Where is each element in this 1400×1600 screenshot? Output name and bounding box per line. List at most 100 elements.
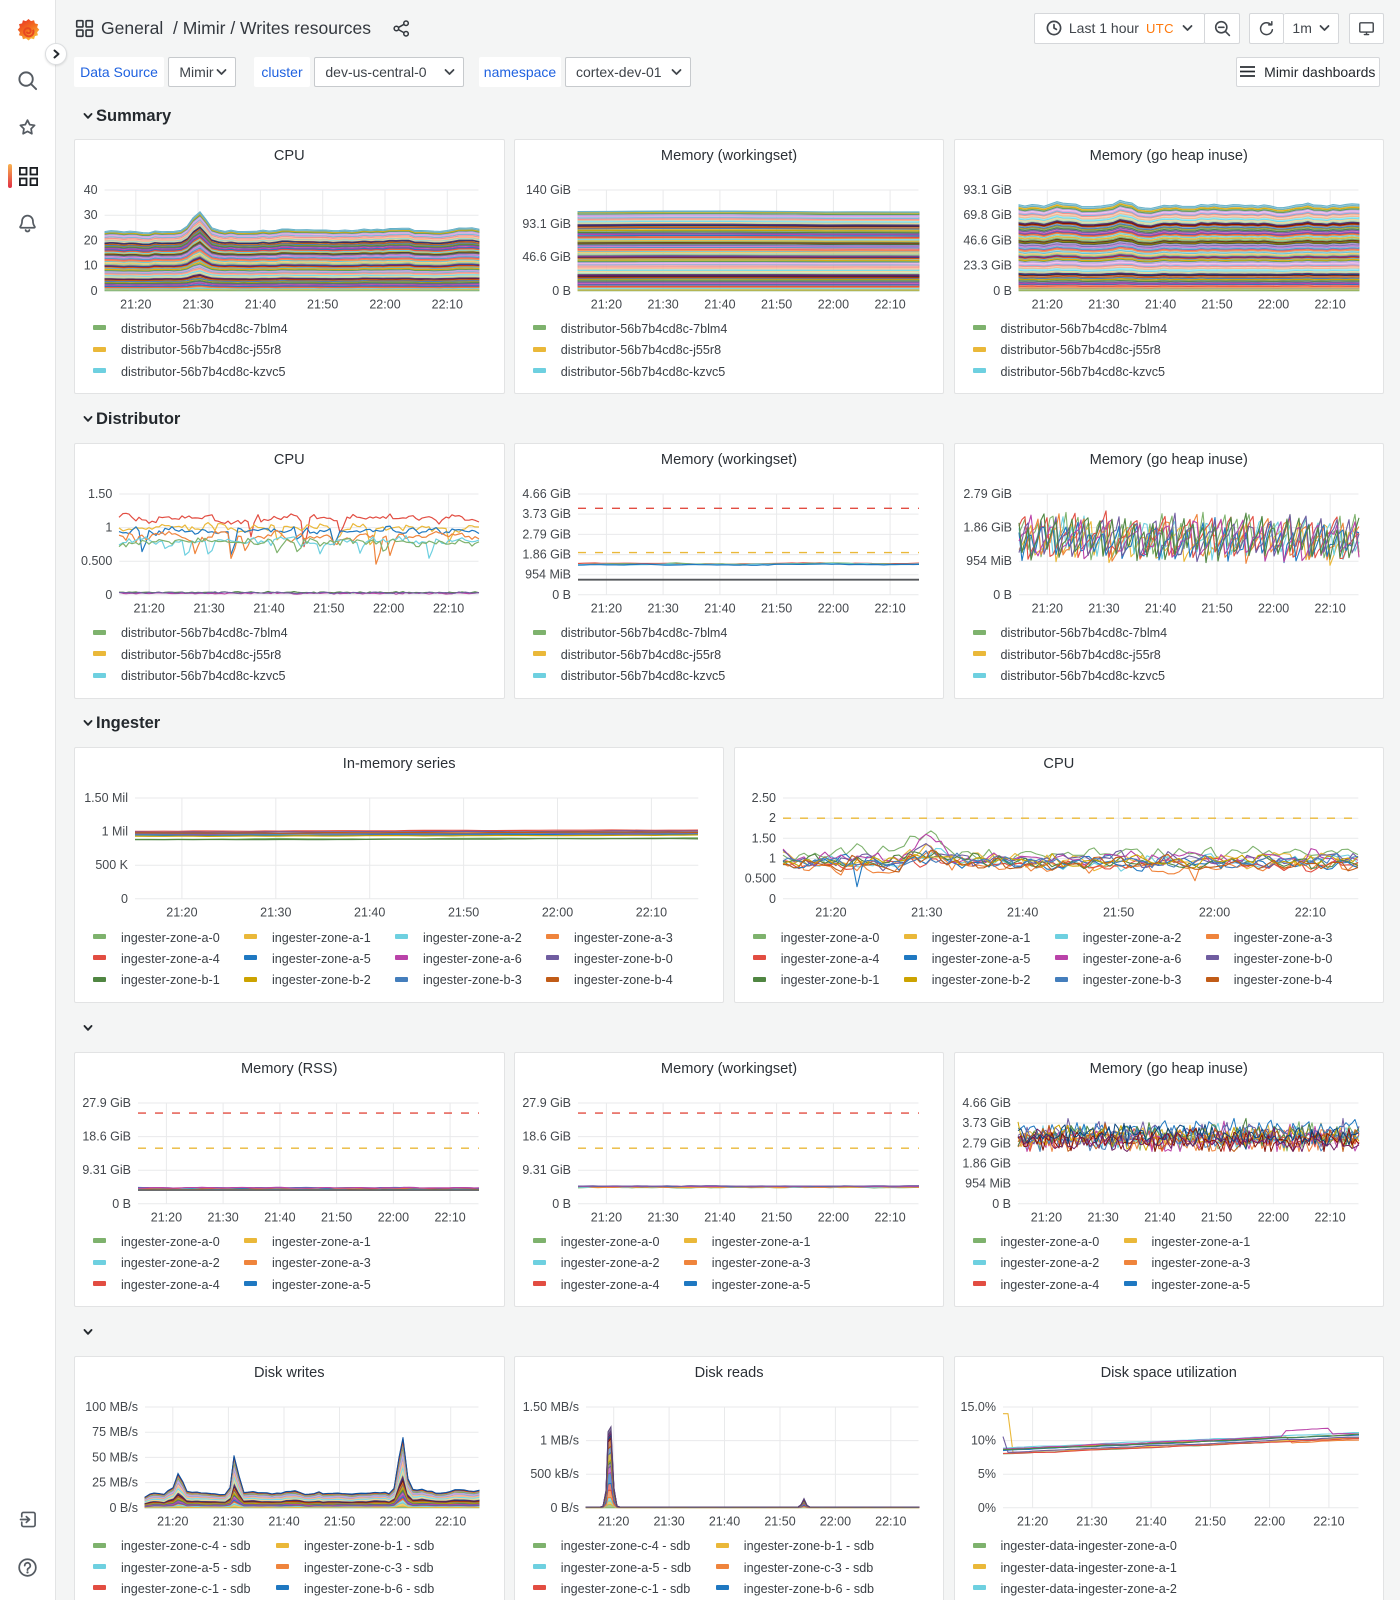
svg-text:22:10: 22:10 bbox=[874, 1210, 905, 1224]
svg-text:1 MB/s: 1 MB/s bbox=[540, 1433, 579, 1447]
svg-text:4.66 GiB: 4.66 GiB bbox=[962, 1096, 1011, 1110]
svg-text:0 B/s: 0 B/s bbox=[110, 1501, 139, 1515]
svg-text:23.3 GiB: 23.3 GiB bbox=[963, 258, 1012, 272]
svg-text:22:10: 22:10 bbox=[434, 1210, 465, 1224]
svg-text:22:00: 22:00 bbox=[818, 602, 849, 616]
svg-text:0%: 0% bbox=[977, 1501, 995, 1515]
svg-text:0: 0 bbox=[91, 283, 98, 297]
svg-text:22:10: 22:10 bbox=[874, 602, 905, 616]
svg-text:954 MiB: 954 MiB bbox=[966, 554, 1012, 568]
svg-text:0 B: 0 B bbox=[992, 1196, 1011, 1210]
svg-text:0: 0 bbox=[121, 892, 128, 906]
svg-text:21:30: 21:30 bbox=[647, 602, 678, 616]
svg-text:22:10: 22:10 bbox=[432, 297, 463, 311]
svg-text:0 B: 0 B bbox=[552, 1196, 571, 1210]
svg-text:27.9 GiB: 27.9 GiB bbox=[82, 1096, 131, 1110]
svg-text:22:00: 22:00 bbox=[1257, 297, 1288, 311]
svg-text:21:50: 21:50 bbox=[761, 297, 792, 311]
svg-text:46.6 GiB: 46.6 GiB bbox=[522, 250, 571, 264]
svg-text:21:20: 21:20 bbox=[120, 297, 151, 311]
svg-text:21:50: 21:50 bbox=[313, 602, 344, 616]
svg-text:1: 1 bbox=[105, 521, 112, 535]
svg-text:22:00: 22:00 bbox=[1199, 906, 1230, 920]
svg-text:21:40: 21:40 bbox=[704, 602, 735, 616]
svg-text:4.66 GiB: 4.66 GiB bbox=[522, 487, 571, 501]
svg-text:22:10: 22:10 bbox=[636, 906, 667, 920]
svg-text:15.0%: 15.0% bbox=[960, 1400, 995, 1414]
svg-text:22:10: 22:10 bbox=[1294, 906, 1325, 920]
svg-text:22:00: 22:00 bbox=[820, 1514, 851, 1528]
svg-text:21:30: 21:30 bbox=[1087, 1210, 1118, 1224]
svg-text:21:50: 21:50 bbox=[1200, 1210, 1231, 1224]
svg-text:21:40: 21:40 bbox=[1144, 602, 1175, 616]
svg-text:21:40: 21:40 bbox=[245, 297, 276, 311]
svg-text:22:10: 22:10 bbox=[1314, 602, 1345, 616]
svg-text:22:00: 22:00 bbox=[1253, 1514, 1284, 1528]
svg-text:954 MiB: 954 MiB bbox=[525, 568, 571, 582]
svg-text:21:50: 21:50 bbox=[324, 1514, 355, 1528]
svg-text:0 B: 0 B bbox=[552, 588, 571, 602]
svg-text:22:00: 22:00 bbox=[818, 297, 849, 311]
svg-text:22:10: 22:10 bbox=[1313, 1514, 1344, 1528]
svg-text:21:50: 21:50 bbox=[764, 1514, 795, 1528]
svg-text:21:30: 21:30 bbox=[911, 906, 942, 920]
svg-text:21:50: 21:50 bbox=[307, 297, 338, 311]
svg-text:954 MiB: 954 MiB bbox=[965, 1176, 1011, 1190]
svg-text:21:40: 21:40 bbox=[264, 1210, 295, 1224]
svg-text:21:30: 21:30 bbox=[207, 1210, 238, 1224]
svg-text:1.86 GiB: 1.86 GiB bbox=[522, 548, 571, 562]
svg-text:20: 20 bbox=[84, 233, 98, 247]
svg-text:1 Mil: 1 Mil bbox=[102, 825, 128, 839]
svg-text:69.8 GiB: 69.8 GiB bbox=[963, 208, 1012, 222]
svg-text:1.86 GiB: 1.86 GiB bbox=[963, 521, 1012, 535]
svg-text:0 B: 0 B bbox=[993, 283, 1012, 297]
svg-text:21:40: 21:40 bbox=[1007, 906, 1038, 920]
svg-text:0 B: 0 B bbox=[993, 588, 1012, 602]
svg-text:9.31 GiB: 9.31 GiB bbox=[522, 1163, 571, 1177]
svg-text:100 MB/s: 100 MB/s bbox=[85, 1400, 138, 1414]
svg-text:21:40: 21:40 bbox=[1144, 1210, 1175, 1224]
svg-text:0: 0 bbox=[105, 588, 112, 602]
svg-text:21:20: 21:20 bbox=[1031, 602, 1062, 616]
svg-text:93.1 GiB: 93.1 GiB bbox=[963, 183, 1012, 197]
svg-text:30: 30 bbox=[84, 208, 98, 222]
svg-text:21:30: 21:30 bbox=[1076, 1514, 1107, 1528]
svg-text:21:30: 21:30 bbox=[182, 297, 213, 311]
svg-text:21:50: 21:50 bbox=[761, 602, 792, 616]
svg-text:1: 1 bbox=[769, 852, 776, 866]
svg-text:2.79 GiB: 2.79 GiB bbox=[963, 487, 1012, 501]
svg-text:21:40: 21:40 bbox=[1144, 297, 1175, 311]
svg-text:75 MB/s: 75 MB/s bbox=[92, 1425, 138, 1439]
svg-text:21:30: 21:30 bbox=[213, 1514, 244, 1528]
svg-text:21:40: 21:40 bbox=[704, 297, 735, 311]
svg-text:1.50 Mil: 1.50 Mil bbox=[84, 791, 128, 805]
svg-text:0 B: 0 B bbox=[112, 1196, 131, 1210]
svg-text:9.31 GiB: 9.31 GiB bbox=[82, 1163, 131, 1177]
svg-text:21:30: 21:30 bbox=[647, 1210, 678, 1224]
svg-text:21:50: 21:50 bbox=[1201, 602, 1232, 616]
svg-text:21:40: 21:40 bbox=[268, 1514, 299, 1528]
svg-text:22:00: 22:00 bbox=[818, 1210, 849, 1224]
svg-text:0.500: 0.500 bbox=[81, 554, 112, 568]
svg-text:500 kB/s: 500 kB/s bbox=[530, 1467, 579, 1481]
svg-text:25 MB/s: 25 MB/s bbox=[92, 1475, 138, 1489]
svg-text:21:20: 21:20 bbox=[591, 1210, 622, 1224]
svg-text:2.50: 2.50 bbox=[751, 791, 775, 805]
svg-text:1.50: 1.50 bbox=[751, 832, 775, 846]
svg-text:0 B/s: 0 B/s bbox=[550, 1501, 579, 1515]
svg-text:21:50: 21:50 bbox=[1201, 297, 1232, 311]
svg-text:50 MB/s: 50 MB/s bbox=[92, 1450, 138, 1464]
svg-text:27.9 GiB: 27.9 GiB bbox=[522, 1096, 571, 1110]
svg-text:21:40: 21:40 bbox=[709, 1514, 740, 1528]
svg-text:21:20: 21:20 bbox=[1016, 1514, 1047, 1528]
svg-text:21:20: 21:20 bbox=[1030, 1210, 1061, 1224]
svg-text:22:00: 22:00 bbox=[373, 602, 404, 616]
svg-text:2.79 GiB: 2.79 GiB bbox=[522, 527, 571, 541]
svg-text:21:50: 21:50 bbox=[448, 906, 479, 920]
svg-text:21:20: 21:20 bbox=[151, 1210, 182, 1224]
svg-text:21:40: 21:40 bbox=[354, 906, 385, 920]
svg-text:22:10: 22:10 bbox=[875, 1514, 906, 1528]
svg-text:21:40: 21:40 bbox=[1135, 1514, 1166, 1528]
svg-text:21:50: 21:50 bbox=[1103, 906, 1134, 920]
svg-text:22:00: 22:00 bbox=[1257, 602, 1288, 616]
